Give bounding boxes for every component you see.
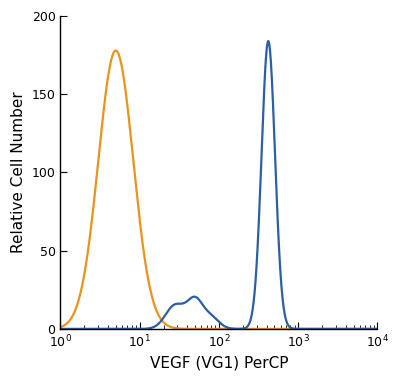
Y-axis label: Relative Cell Number: Relative Cell Number	[11, 92, 26, 253]
X-axis label: VEGF (VG1) PerCP: VEGF (VG1) PerCP	[150, 356, 288, 371]
